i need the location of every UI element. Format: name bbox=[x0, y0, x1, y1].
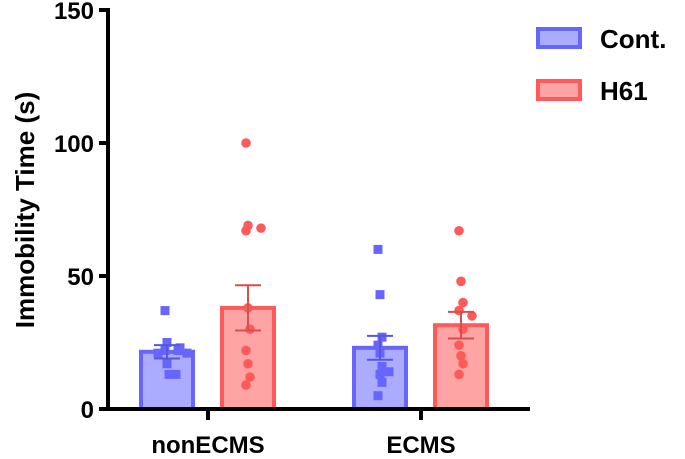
x-tick-labels: nonECMS ECMS bbox=[151, 432, 455, 459]
data-point bbox=[182, 348, 192, 358]
data-point bbox=[458, 324, 468, 335]
data-point bbox=[160, 306, 170, 316]
data-point bbox=[458, 358, 468, 369]
data-point bbox=[153, 348, 163, 358]
data-point bbox=[384, 367, 394, 377]
data-point bbox=[241, 225, 251, 236]
data-point bbox=[241, 380, 251, 390]
data-point bbox=[454, 305, 464, 316]
data-point bbox=[456, 351, 466, 361]
data-point bbox=[160, 345, 170, 355]
x-tick-label: nonECMS bbox=[151, 432, 264, 459]
data-point bbox=[243, 358, 253, 369]
data-point bbox=[171, 369, 181, 379]
data-point bbox=[373, 244, 383, 254]
x-tick-label: ECMS bbox=[386, 432, 455, 459]
y-tick-label: 100 bbox=[54, 131, 94, 158]
bars bbox=[139, 305, 489, 412]
y-tick-label: 50 bbox=[67, 264, 94, 291]
data-point bbox=[245, 372, 255, 382]
data-point bbox=[454, 340, 464, 350]
data-point bbox=[454, 225, 464, 236]
legend: Cont. H61 bbox=[536, 24, 666, 106]
axes bbox=[99, 8, 530, 420]
y-tick-label: 0 bbox=[81, 397, 94, 424]
y-tick-label: 150 bbox=[54, 0, 94, 25]
data-point bbox=[377, 377, 387, 387]
data-point bbox=[456, 276, 466, 287]
legend-swatch bbox=[536, 79, 582, 101]
data-point bbox=[162, 338, 172, 347]
data-point bbox=[458, 297, 468, 308]
data-point bbox=[173, 345, 183, 355]
data-point bbox=[164, 369, 174, 379]
data-point bbox=[467, 311, 477, 321]
error-bars bbox=[154, 284, 474, 361]
data-point bbox=[162, 359, 172, 369]
data-point bbox=[375, 290, 385, 300]
data-point bbox=[245, 324, 255, 335]
data-point bbox=[256, 223, 266, 233]
legend-label: H61 bbox=[600, 76, 648, 106]
data-point bbox=[377, 361, 387, 371]
data-point bbox=[241, 138, 251, 148]
data-point bbox=[241, 345, 251, 356]
data-points bbox=[153, 138, 477, 401]
data-point bbox=[454, 369, 464, 380]
y-axis-title: Immobility Time (s) bbox=[10, 92, 40, 328]
legend-label: Cont. bbox=[600, 24, 666, 54]
y-tick-labels: 0 50 100 150 bbox=[54, 0, 94, 424]
data-point bbox=[373, 391, 383, 401]
legend-swatch bbox=[536, 27, 582, 49]
data-point bbox=[373, 340, 383, 350]
data-point bbox=[377, 332, 387, 342]
data-point bbox=[375, 369, 385, 379]
